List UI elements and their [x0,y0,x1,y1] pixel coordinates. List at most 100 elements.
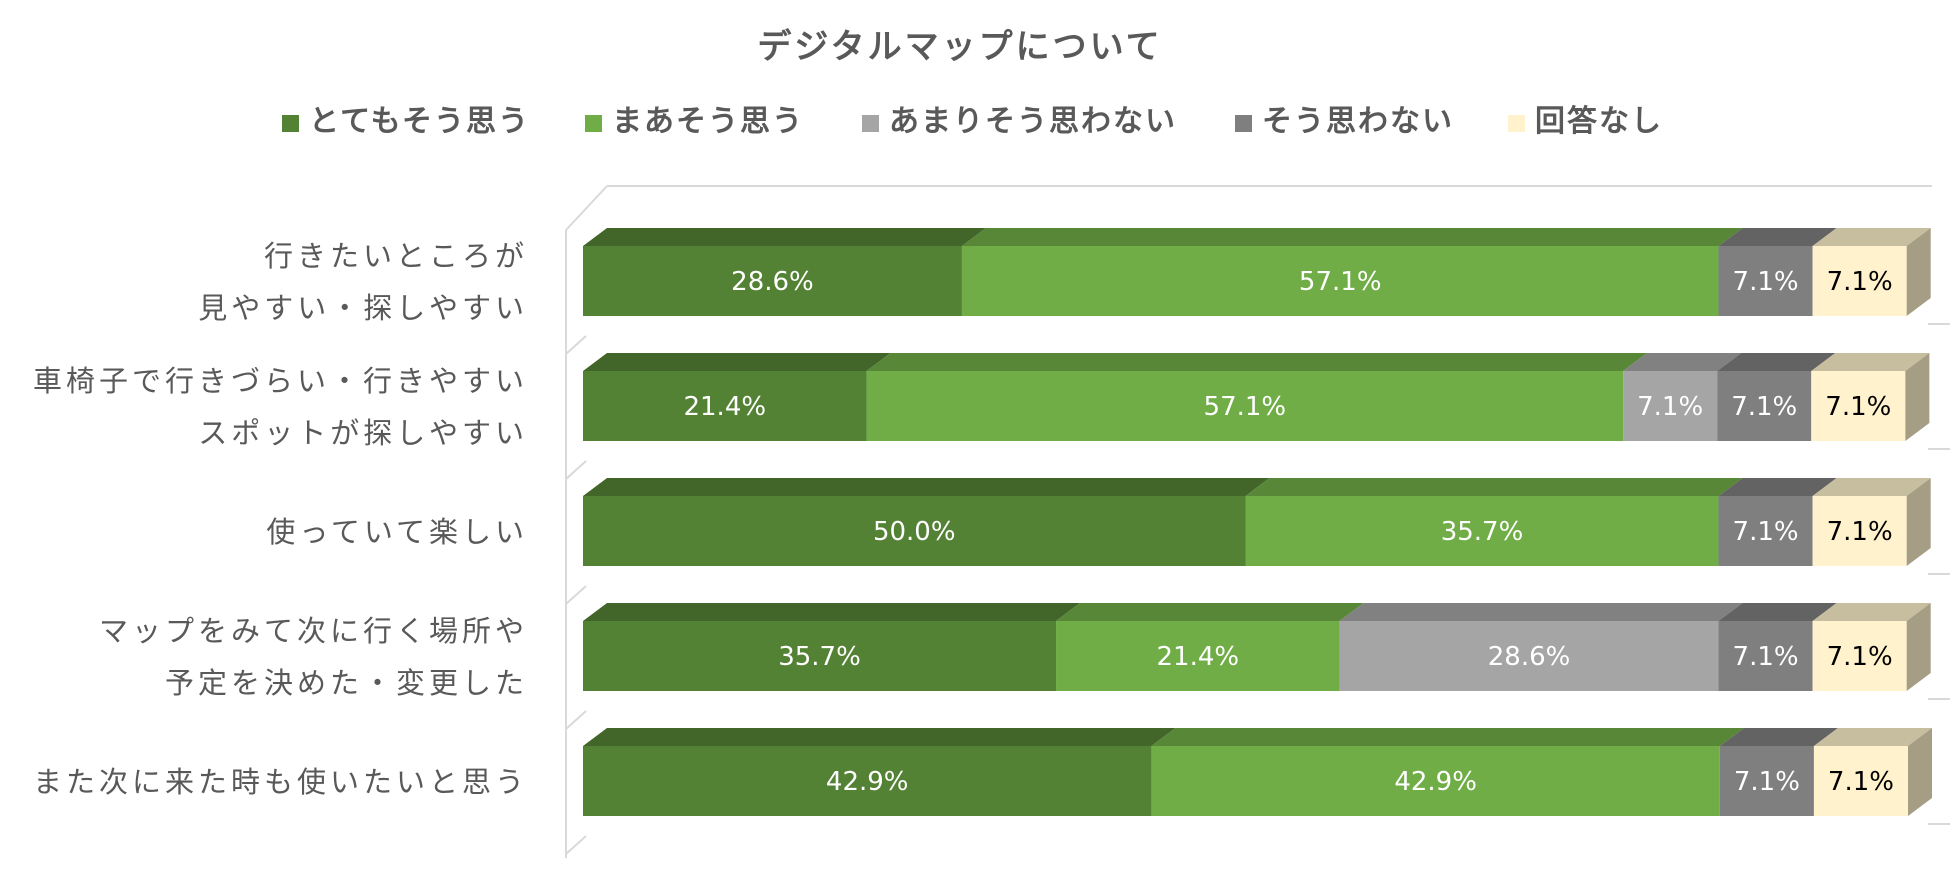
row-divider-line [565,585,587,605]
bar-front-face [583,246,962,316]
bar-top-face [1718,478,1837,496]
data-label: 21.4% [1156,642,1239,672]
category-label: 使っていて楽しい [266,515,528,549]
data-label: 28.6% [1488,642,1571,672]
category-label: スポットが探しやすい [198,416,528,450]
bar-top-face [1812,228,1931,246]
legend-label: 回答なし [1535,104,1663,139]
bar-side-face [1905,353,1930,441]
bars: 28.6% 57.1% 7.1% 7.1% 21.4% 57.1% 7.1% 7.1% 7.1%… [583,228,1932,816]
row-divider-line [565,835,587,855]
bar-segment: 7.1% [1623,353,1742,441]
bar-front-face [583,496,1246,566]
bar-top-face [1718,603,1837,621]
side-wall-top-line [565,185,608,231]
bar-top-face [1719,728,1838,746]
bar-front-face [583,371,867,441]
bar-front-face [583,621,1057,691]
category-label: 車椅子で行きづらい・行きやすい [33,364,528,398]
bar-top-face [583,603,1081,621]
category-label: また次に来た時も使いたいと思う [33,765,528,799]
bar-front-face [1717,371,1812,441]
category-label: 見やすい・探しやすい [198,291,528,325]
bar-top-face [583,353,891,371]
bar-front-face [1718,496,1813,566]
data-label: 7.1% [1734,767,1800,797]
bar-segment: 42.9% [583,728,1176,816]
bar-segment: 7.1% [1812,478,1931,566]
bar-segment: 21.4% [583,353,891,441]
bar-segment: 21.4% [1056,603,1364,691]
bar-segment: 57.1% [866,353,1648,441]
legend-label: まあそう思う [612,104,804,139]
data-label: 7.1% [1827,517,1893,547]
legend-label: とてもそう思う [309,104,530,139]
bar-front-face [1812,246,1907,316]
gridlines [565,185,1950,858]
bar-front-face [1719,746,1814,816]
bar-front-face [1811,371,1906,441]
bar-segment: 7.1% [1718,228,1837,316]
bar-top-face [1812,478,1931,496]
bar-top-face [583,728,1176,746]
bar-top-face [1717,353,1836,371]
legend-swatch [1235,115,1252,132]
bar-segment: 35.7% [1245,478,1743,566]
bar-top-face [1339,603,1743,621]
bar-top-face [1623,353,1742,371]
data-label: 57.1% [1299,267,1382,297]
bar-segment: 35.7% [583,603,1081,691]
bar-front-face [1245,496,1719,566]
bar-top-face [1151,728,1744,746]
bar-front-face [1151,746,1720,816]
category-labels: 行きたいところが見やすい・探しやすい車椅子で行きづらい・行きやすいスポットが探し… [33,239,528,799]
chart-title: デジタルマップについて [757,27,1162,67]
bar-top-face [866,353,1648,371]
bar-segment: 7.1% [1813,728,1932,816]
bar-segment: 7.1% [1719,728,1838,816]
data-label: 7.1% [1827,267,1893,297]
bar-segment: 50.0% [583,478,1270,566]
data-label: 7.1% [1733,642,1799,672]
bar-top-face [961,228,1743,246]
bar-top-face [1811,353,1930,371]
data-label: 7.1% [1637,392,1703,422]
data-label: 7.1% [1827,642,1893,672]
data-label: 57.1% [1204,392,1287,422]
legend: とてもそう思う まあそう思う あまりそう思わない そう思わない 回答なし [282,104,1663,139]
bar-top-face [1718,228,1837,246]
bar-front-face [1718,621,1813,691]
legend-swatch [1508,115,1525,132]
bar-segment: 7.1% [1812,603,1931,691]
data-label: 42.9% [826,767,909,797]
bar-front-face [1718,246,1813,316]
data-label: 35.7% [1441,517,1524,547]
bar-segment: 28.6% [1339,603,1743,691]
bar-segment: 57.1% [961,228,1743,316]
category-label: 予定を決めた・変更した [165,666,528,700]
bar-side-face [1906,228,1931,316]
bar-front-face [1812,621,1907,691]
legend-swatch [862,115,879,132]
bar-top-face [1812,603,1931,621]
bar-front-face [1812,496,1907,566]
bar-segment: 28.6% [583,228,986,316]
bar-front-face [961,246,1719,316]
data-label: 28.6% [731,267,814,297]
data-label: 42.9% [1394,767,1477,797]
bar-top-face [1056,603,1364,621]
data-label: 7.1% [1733,267,1799,297]
data-label: 35.7% [778,642,861,672]
bar-front-face [1056,621,1340,691]
bar-segment: 7.1% [1718,603,1837,691]
category-label: 行きたいところが [264,239,528,273]
bar-top-face [1813,728,1932,746]
bar-front-face [1623,371,1718,441]
bar-segment: 7.1% [1718,478,1837,566]
data-label: 7.1% [1733,517,1799,547]
legend-label: あまりそう思わない [889,104,1177,139]
row-divider-line [565,335,587,355]
bar-side-face [1908,728,1932,816]
row-divider-line [565,460,587,480]
